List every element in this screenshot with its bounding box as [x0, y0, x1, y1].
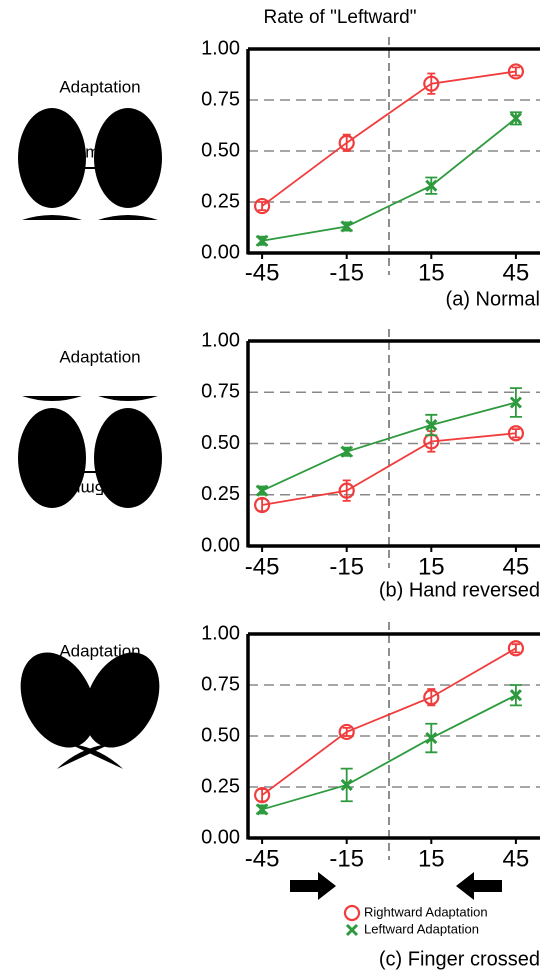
- marker-shape: [256, 803, 269, 816]
- legend-item: Rightward Adaptation: [343, 904, 488, 922]
- series-line: [261, 117, 517, 242]
- annotation: 25mm: [64, 689, 111, 708]
- y-tick-label: 0.50: [201, 139, 240, 161]
- marker: [507, 640, 525, 657]
- marker-shape: [509, 689, 522, 702]
- y-tick-label: 0.00: [201, 534, 240, 556]
- marker: [425, 418, 438, 432]
- distance-arrows: [45, 161, 140, 725]
- error-bar: [511, 428, 520, 439]
- y-tick-label: 0.75: [201, 673, 240, 695]
- x-tick-label: 45: [503, 845, 530, 872]
- marker: [423, 689, 440, 706]
- x-tick-label: 15: [418, 845, 445, 872]
- series-line: [261, 647, 517, 796]
- marker-shape: [509, 112, 522, 125]
- error-bar: [258, 201, 267, 212]
- series-line: [261, 401, 517, 492]
- marker-shape: [425, 179, 438, 192]
- y-tick-label: 0.75: [201, 381, 240, 403]
- marker: [425, 179, 438, 192]
- marker: [338, 134, 355, 151]
- marker-shape: [425, 731, 438, 745]
- marker-shape: [509, 396, 522, 409]
- marker: [340, 445, 353, 458]
- marker: [338, 482, 355, 499]
- marker: [338, 723, 355, 741]
- error-bar: [342, 726, 351, 737]
- marker: [254, 496, 271, 514]
- marker: [425, 731, 438, 745]
- legend-label: Leftward Adaptation: [364, 921, 479, 936]
- error-bar: [511, 643, 520, 654]
- error-bar: [342, 133, 351, 152]
- marker-shape: [340, 220, 353, 233]
- y-tick-label: 0.25: [201, 775, 240, 797]
- marker: [423, 75, 440, 92]
- series-line: [261, 432, 516, 506]
- marker: [343, 904, 361, 922]
- annotation: Adaptation: [59, 641, 140, 660]
- series-line: [261, 694, 517, 811]
- x-tick-label: 15: [418, 259, 445, 286]
- x-tick-label: 45: [503, 259, 530, 286]
- marker-shape: [425, 418, 438, 432]
- marker-shape: [340, 445, 353, 458]
- marker: [256, 484, 269, 497]
- y-tick-label: 0.00: [201, 241, 240, 263]
- x-tick-label: -45: [245, 845, 280, 872]
- error-bar: [427, 688, 436, 707]
- annotation: 25mm: [66, 480, 113, 499]
- series-line: [261, 70, 517, 207]
- y-tick-label: 0.25: [201, 483, 240, 505]
- marker-shape: [256, 484, 269, 497]
- x-tick-label: -45: [245, 259, 280, 286]
- y-tick-label: 0.75: [201, 88, 240, 110]
- marker: [345, 923, 359, 937]
- x-tick-label: 15: [418, 553, 445, 580]
- subtitle: (c) Finger crossed: [379, 948, 540, 970]
- marker: [254, 787, 271, 804]
- annotation: Adaptation: [59, 77, 140, 96]
- x-tick-label: 45: [503, 553, 530, 580]
- y-tick-label: 0.00: [201, 826, 240, 848]
- chart-title: Rate of "Leftward": [264, 7, 417, 28]
- legend-item: Leftward Adaptation: [345, 921, 479, 937]
- marker-shape: [256, 234, 269, 247]
- marker: [507, 63, 525, 80]
- marker-shape: [345, 923, 359, 937]
- hand-normal: [18, 108, 162, 253]
- subtitle: (a) Normal: [446, 288, 540, 310]
- error-bar: [258, 788, 267, 803]
- x-tick-label: -15: [329, 553, 364, 580]
- x-tick-label: -15: [329, 845, 364, 872]
- marker: [509, 396, 522, 409]
- marker: [256, 234, 269, 247]
- marker: [256, 803, 269, 816]
- annotation: Adaptation: [59, 347, 140, 366]
- marker: [254, 197, 271, 215]
- hand-crossed: [6, 640, 174, 801]
- y-tick-label: 0.25: [201, 190, 240, 212]
- annotation: 25mm: [66, 142, 113, 161]
- error-bar: [511, 66, 520, 77]
- marker: [340, 778, 353, 792]
- marker: [340, 220, 353, 233]
- y-tick-label: 0.50: [201, 432, 240, 454]
- subtitle: (b) Hand reversed: [379, 579, 540, 601]
- marker: [507, 425, 525, 442]
- y-tick-label: 1.00: [201, 622, 240, 644]
- y-tick-label: 0.50: [201, 724, 240, 746]
- legend-label: Rightward Adaptation: [364, 904, 488, 919]
- x-tick-label: -15: [329, 259, 364, 286]
- marker: [509, 689, 522, 702]
- marker: [509, 112, 522, 125]
- y-tick-label: 1.00: [201, 329, 240, 351]
- x-tick-label: -45: [245, 553, 280, 580]
- marker-shape: [340, 778, 353, 792]
- direction-arrows: [290, 872, 502, 900]
- y-tick-label: 1.00: [201, 37, 240, 59]
